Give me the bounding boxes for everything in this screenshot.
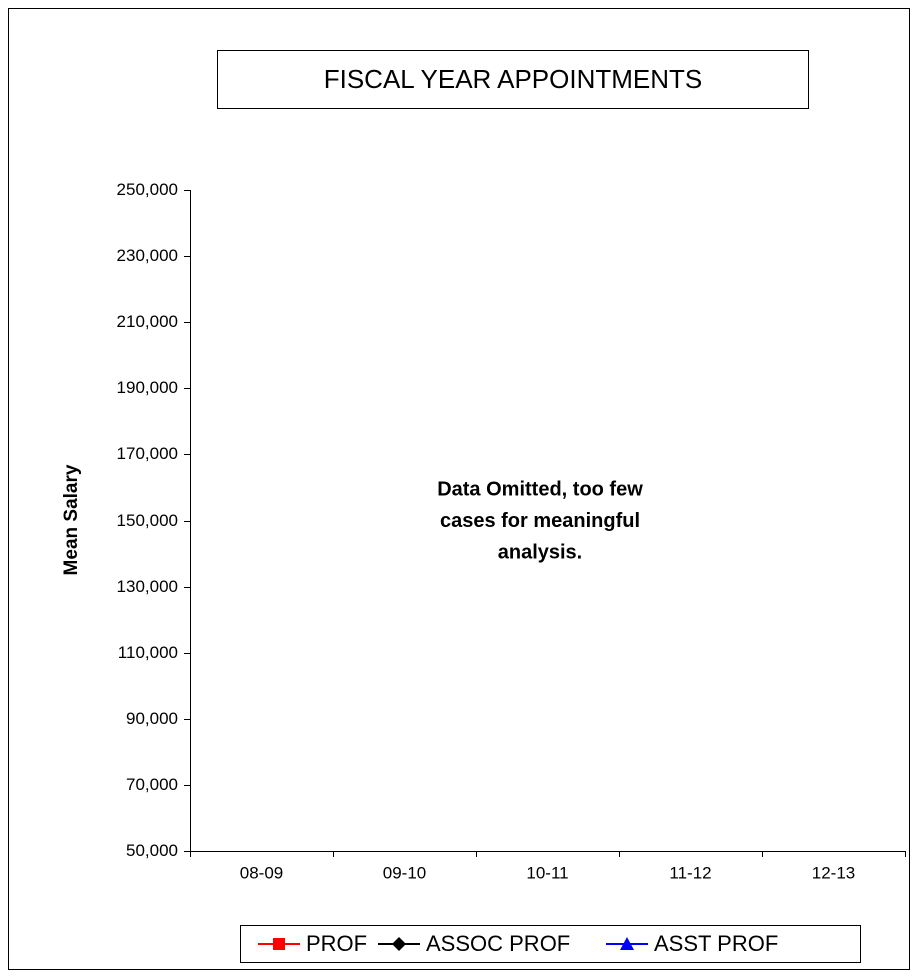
legend-marker xyxy=(620,937,634,950)
x-tick-label: 09-10 xyxy=(383,863,426,882)
y-tick-label: 170,000 xyxy=(117,444,178,463)
legend-marker xyxy=(392,937,406,951)
y-tick-label: 250,000 xyxy=(117,180,178,199)
y-tick-label: 110,000 xyxy=(118,643,178,662)
chart-title: FISCAL YEAR APPOINTMENTS xyxy=(324,64,703,94)
legend-label: PROF xyxy=(306,931,367,956)
y-tick-label: 210,000 xyxy=(117,312,178,331)
x-tick-label: 08-09 xyxy=(240,863,283,882)
annotation: Data Omitted, too few xyxy=(437,478,643,500)
x-tick-label: 12-13 xyxy=(812,863,855,882)
y-tick-label: 150,000 xyxy=(117,511,178,530)
title-box xyxy=(217,50,809,109)
annotation: analysis. xyxy=(498,541,583,563)
x-tick-label: 10-11 xyxy=(526,863,568,882)
legend-marker xyxy=(273,938,285,950)
y-tick-label: 70,000 xyxy=(126,775,178,794)
y-tick-label: 130,000 xyxy=(117,577,178,596)
y-axis-label: Mean Salary xyxy=(61,464,82,575)
y-tick-label: 90,000 xyxy=(126,709,178,728)
annotation: cases for meaningful xyxy=(440,510,640,532)
y-tick-label: 190,000 xyxy=(117,378,178,397)
legend-label: ASST PROF xyxy=(654,931,778,956)
chart-border xyxy=(8,8,910,970)
x-tick-label: 11-12 xyxy=(669,863,711,882)
legend-label: ASSOC PROF xyxy=(426,931,570,956)
y-tick-label: 50,000 xyxy=(126,841,178,860)
y-tick-label: 230,000 xyxy=(117,246,178,265)
legend-box xyxy=(240,925,861,963)
